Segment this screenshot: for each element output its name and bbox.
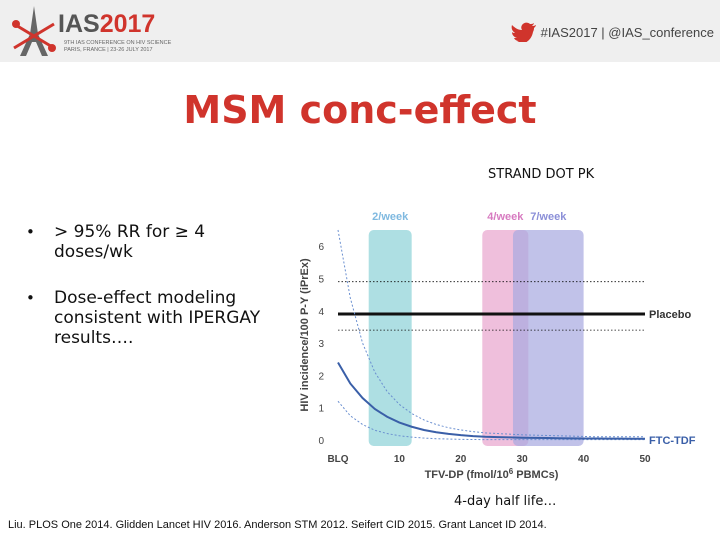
dosing-band: [368, 230, 412, 446]
y-tick-label: 3: [318, 339, 324, 350]
band-label: 7/week: [530, 211, 567, 223]
x-axis-label: TFV-DP (fmol/106 PBMCs): [425, 467, 559, 481]
placebo-label: Placebo: [649, 309, 691, 321]
social-handle: #IAS2017 | @IAS_conference: [510, 22, 714, 42]
band-label: 2/week: [372, 211, 409, 223]
logo-location: PARIS, FRANCE | 23-26 JULY 2017: [64, 47, 153, 53]
y-tick-label: 5: [318, 274, 324, 285]
eiffel-tower-icon: [12, 6, 56, 56]
logo-tagline: 9TH IAS CONFERENCE ON HIV SCIENCE: [64, 40, 172, 46]
y-tick-label: 1: [318, 404, 324, 415]
band-label: 4/week: [487, 211, 524, 223]
x-tick-label: BLQ: [327, 454, 348, 465]
ftc-tdf-label: FTC-TDF: [649, 435, 696, 447]
y-tick-label: 0: [318, 436, 324, 447]
ias-logo: IAS2017 9TH IAS CONFERENCE ON HIV SCIENC…: [8, 4, 178, 60]
citation: Liu. PLOS One 2014. Glidden Lancet HIV 2…: [8, 519, 547, 531]
y-tick-label: 4: [318, 307, 324, 318]
x-tick-label: 20: [455, 454, 467, 465]
incidence-chart: 2/week 4/week 7/week 0 1 2 3 4 5 6 BLQ 10 20 30 40 50 HI…: [299, 211, 696, 481]
bullet-item: • > 95% RR for ≥ 4 doses/wk: [26, 222, 286, 262]
bullet-marker: •: [26, 223, 35, 241]
ftc-lower-ci: [337, 400, 645, 441]
bullet-item: • Dose-effect modeling consistent with I…: [26, 288, 286, 348]
ftc-upper-ci: [337, 229, 645, 438]
logo-wordmark: IAS2017: [58, 10, 156, 38]
x-tick-label: 30: [517, 454, 529, 465]
bullet-marker: •: [26, 289, 35, 307]
bullet-list: • > 95% RR for ≥ 4 doses/wk • Dose-effec…: [26, 222, 286, 374]
half-life-note: 4-day half life…: [454, 494, 557, 509]
chart-subtitle: STRAND DOT PK: [488, 167, 595, 182]
x-tick-label: 10: [394, 454, 406, 465]
dosing-band: [512, 230, 584, 446]
bullet-text: > 95% RR for ≥ 4 doses/wk: [54, 222, 206, 262]
bullet-text: Dose-effect modeling consistent with IPE…: [54, 288, 261, 348]
y-tick-label: 6: [318, 242, 324, 253]
y-axis-label: HIV incidence/100 P-Y (iPrEx): [299, 258, 311, 412]
x-tick-label: 50: [639, 454, 651, 465]
conference-header: IAS2017 9TH IAS CONFERENCE ON HIV SCIENC…: [0, 0, 720, 62]
y-tick-label: 2: [318, 371, 324, 382]
slide-title: MSM conc-effect: [183, 88, 537, 132]
bird-icon: [510, 22, 536, 42]
hashtag-text: #IAS2017 | @IAS_conference: [540, 24, 714, 40]
x-tick-label: 40: [578, 454, 590, 465]
ftc-tdf-line: [337, 361, 645, 440]
